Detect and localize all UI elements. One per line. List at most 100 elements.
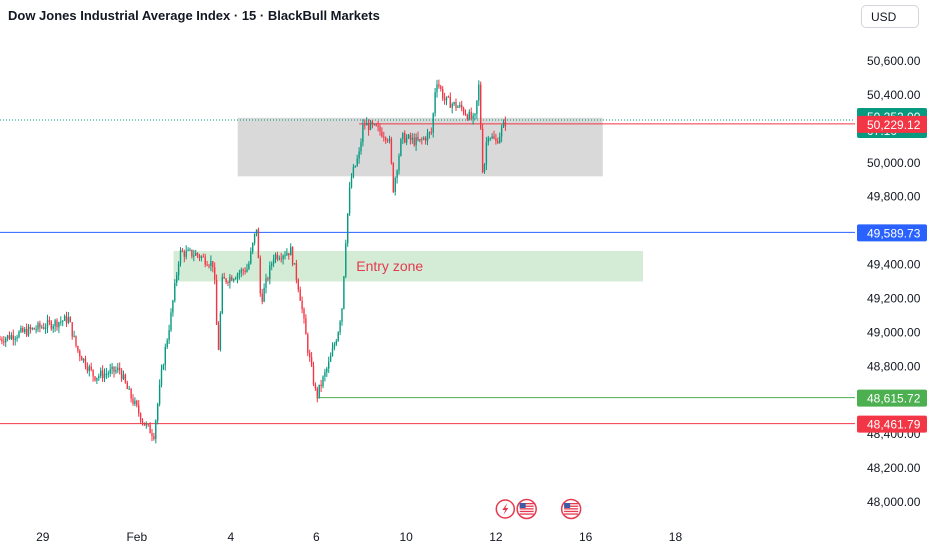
us-flag-stripe [519, 505, 534, 507]
candle-body [318, 384, 320, 397]
candle-body [44, 327, 47, 329]
candle-body [459, 104, 461, 107]
candle-body [236, 274, 239, 279]
candle-body [183, 251, 185, 257]
candle-body [244, 270, 246, 272]
candle-body [352, 167, 355, 177]
candle-body [252, 242, 254, 252]
candle-body [153, 436, 155, 439]
candle-body [73, 335, 75, 337]
candle-body [185, 250, 187, 257]
candle-body [56, 320, 58, 328]
candle-body [141, 420, 144, 423]
candle-body [369, 121, 372, 130]
candle-body [371, 121, 374, 125]
candle-body [461, 104, 463, 109]
candle-body [128, 388, 130, 390]
candle-body [301, 300, 303, 310]
candle-body [124, 374, 127, 383]
candle-body [299, 289, 301, 301]
candle-body [219, 313, 222, 350]
candle-body [385, 137, 387, 141]
candle-body [362, 124, 364, 143]
candle-body [438, 84, 440, 87]
candle-body [390, 138, 393, 163]
candle-body [29, 326, 32, 330]
candle-body [134, 400, 136, 404]
candle-body [92, 369, 94, 377]
candle-body [455, 102, 457, 108]
candle-body [31, 328, 33, 330]
candle-body [139, 413, 142, 421]
candle-body [181, 250, 184, 252]
candle-body [286, 253, 288, 256]
candle-body [65, 315, 68, 323]
candle-body [10, 335, 13, 340]
entry-zone-label: Entry zone [356, 258, 423, 274]
level-price-tag [857, 115, 927, 133]
candle-body [158, 384, 161, 405]
candle-body [20, 328, 22, 332]
candle-body [100, 370, 102, 376]
candle-body [394, 177, 396, 193]
candle-body [443, 98, 446, 101]
candle-body [3, 341, 5, 343]
candle-body [155, 420, 157, 439]
candle-body [405, 137, 408, 143]
currency-selector[interactable]: USD [861, 5, 919, 28]
candle-body [364, 124, 366, 126]
candle-body [107, 373, 109, 375]
x-tick-label: 12 [489, 530, 503, 544]
candle-body [214, 267, 216, 280]
candle-body [88, 366, 90, 371]
candle-body [8, 335, 11, 340]
candle-body [234, 278, 237, 280]
candle-body [160, 369, 163, 385]
candle-body [39, 323, 41, 328]
candle-body [157, 404, 159, 421]
candle-body [5, 338, 7, 343]
candle-body [138, 405, 140, 414]
candle-body [227, 282, 229, 284]
candle-body [411, 137, 413, 140]
candle-body [337, 332, 339, 342]
candle-body [328, 361, 330, 369]
candle-body [295, 263, 298, 280]
candle-body [136, 400, 138, 406]
candle-body [238, 272, 241, 275]
candle-body [212, 261, 214, 268]
candle-body [485, 142, 488, 165]
candle-body [109, 369, 111, 374]
candle-body [0, 339, 1, 341]
candle-body [478, 84, 480, 101]
level-price-tag-text: 49,589.73 [867, 226, 921, 240]
candle-body [472, 115, 474, 119]
candle-body [417, 137, 419, 141]
candle-body [504, 121, 507, 126]
candle-body [177, 263, 180, 276]
candle-body [278, 258, 280, 260]
candle-body [464, 113, 467, 115]
candle-body [196, 253, 199, 256]
us-flag-stripe [519, 503, 534, 505]
candle-body [267, 278, 269, 280]
candle-body [43, 327, 45, 329]
us-flag-canton [519, 503, 526, 508]
us-flag-stripe [519, 510, 534, 513]
candle-body [145, 424, 147, 426]
candle-body [333, 344, 336, 349]
candle-body [151, 433, 153, 437]
candle-body [383, 136, 385, 138]
candle-body [367, 122, 370, 130]
candle-body [257, 229, 260, 259]
candle-body [75, 335, 77, 347]
candle-body [305, 318, 307, 335]
candle-body [499, 136, 501, 144]
candle-body [164, 347, 166, 365]
candle-body [253, 233, 256, 243]
candle-body [79, 350, 81, 357]
candle-body [428, 132, 431, 134]
x-tick-label: 4 [228, 530, 235, 544]
candle-body [105, 373, 108, 375]
